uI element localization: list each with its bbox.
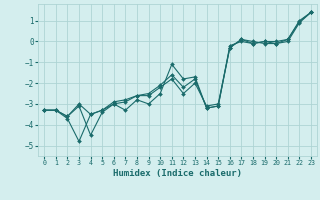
X-axis label: Humidex (Indice chaleur): Humidex (Indice chaleur) — [113, 169, 242, 178]
